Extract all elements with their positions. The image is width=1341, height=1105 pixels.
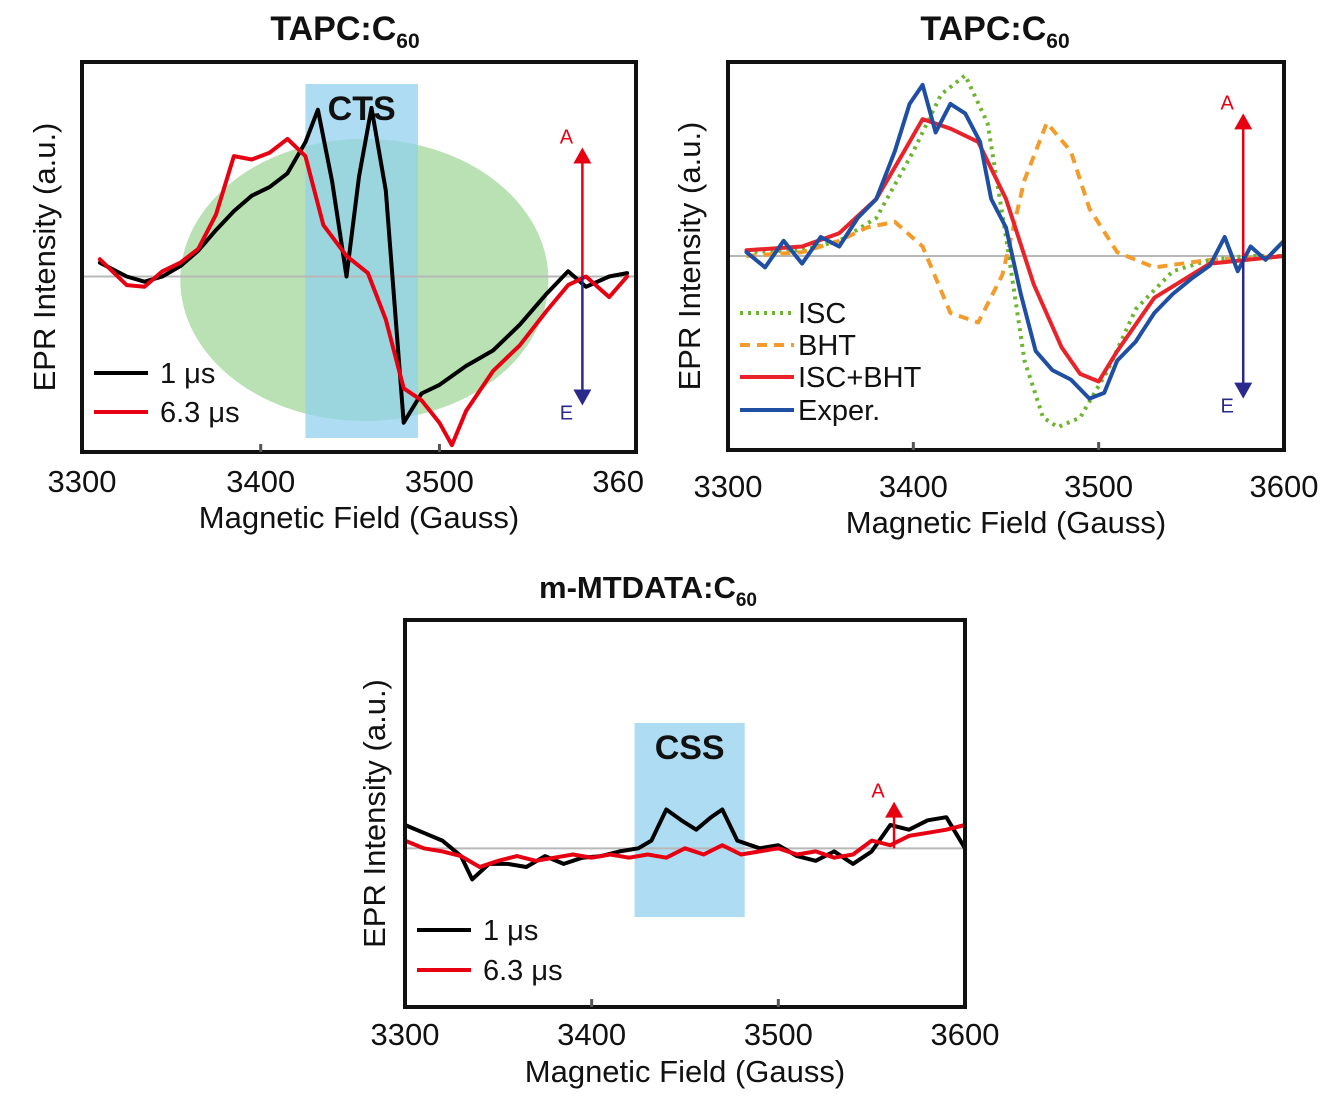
chart-title: TAPC:C60 xyxy=(920,10,1069,53)
x-tick-label: 3500 xyxy=(405,464,474,499)
x-tick-label: 3600 xyxy=(931,1017,1000,1052)
chart-title-main: TAPC:C xyxy=(920,10,1046,48)
highlight-label: CSS xyxy=(655,729,725,767)
legend-label-2: 6.3 μs xyxy=(483,955,563,987)
absorption-arrow-head xyxy=(1234,113,1253,130)
absorption-label: A xyxy=(871,781,885,803)
legend-label-1: 1 μs xyxy=(483,915,538,947)
chart-title-main: m-MTDATA:C xyxy=(539,570,736,605)
series-line-1 xyxy=(746,73,1284,430)
emission-arrow-head xyxy=(1234,382,1253,399)
chart-panel-2: TAPC:C60 A E 3300 3400 3500 3600 Magnetic Field… xyxy=(672,10,1318,540)
emission-label: E xyxy=(560,402,573,424)
series-line-4 xyxy=(744,82,1286,401)
absorption-arrow-head xyxy=(573,147,592,164)
chart-title: m-MTDATA:C60 xyxy=(539,570,757,611)
legend-label-1: 1 μs xyxy=(160,358,215,390)
x-axis-label: Magnetic Field (Gauss) xyxy=(199,500,519,535)
chart-title-main: TAPC:C xyxy=(270,10,396,48)
chart-title-subscript: 60 xyxy=(396,30,419,53)
x-tick-label: 3500 xyxy=(744,1017,813,1052)
x-tick-label: 3500 xyxy=(1064,469,1133,504)
y-axis-label: EPR Intensity (a.u.) xyxy=(672,122,707,391)
legend-label-2: BHT xyxy=(798,330,856,362)
x-axis-label: Magnetic Field (Gauss) xyxy=(846,505,1166,540)
series-line-2 xyxy=(746,120,1285,325)
x-tick-label: 3400 xyxy=(879,469,948,504)
series-line-2 xyxy=(97,136,630,448)
emission-arrow-head xyxy=(573,389,592,406)
plot-frame xyxy=(403,618,967,1009)
chart-title-subscript: 60 xyxy=(1046,30,1069,53)
emission-label: E xyxy=(1221,396,1234,418)
plot-frame xyxy=(80,60,638,454)
chart-title: TAPC:C60 xyxy=(270,10,419,53)
absorption-label: A xyxy=(560,127,574,149)
absorption-arrow-head xyxy=(885,801,904,818)
x-tick-label: 3300 xyxy=(694,469,763,504)
x-tick-label: 3300 xyxy=(48,464,117,499)
x-tick-label: 3600 xyxy=(1250,469,1319,504)
legend-label-4: Exper. xyxy=(798,395,880,427)
plot-frame xyxy=(726,60,1286,452)
y-axis-label: EPR Intensity (a.u.) xyxy=(357,679,392,948)
x-axis-label: Magnetic Field (Gauss) xyxy=(525,1054,845,1089)
legend-label-2: 6.3 μs xyxy=(160,397,240,429)
x-tick-label: 3400 xyxy=(226,464,295,499)
chart-panel-3: m-MTDATA:C60 CSS A 3300 3400 3500 3600 Magnetic… xyxy=(357,570,999,1089)
highlight-label: CTS xyxy=(328,90,396,128)
x-tick-label: 3400 xyxy=(557,1017,626,1052)
x-tick-label: 360 xyxy=(592,464,644,499)
y-axis-label: EPR Intensity (a.u.) xyxy=(27,123,62,392)
series-line-2 xyxy=(403,823,967,869)
absorption-label: A xyxy=(1221,92,1235,114)
legend-label-1: ISC xyxy=(798,298,846,330)
legend-label-3: ISC+BHT xyxy=(798,362,922,394)
chart-title-subscript: 60 xyxy=(736,590,757,611)
x-tick-label: 3300 xyxy=(371,1017,440,1052)
chart-panel-1: TAPC:C60 CTS A E 3300 3400 3500 360 Magnetic Fie… xyxy=(27,10,644,535)
